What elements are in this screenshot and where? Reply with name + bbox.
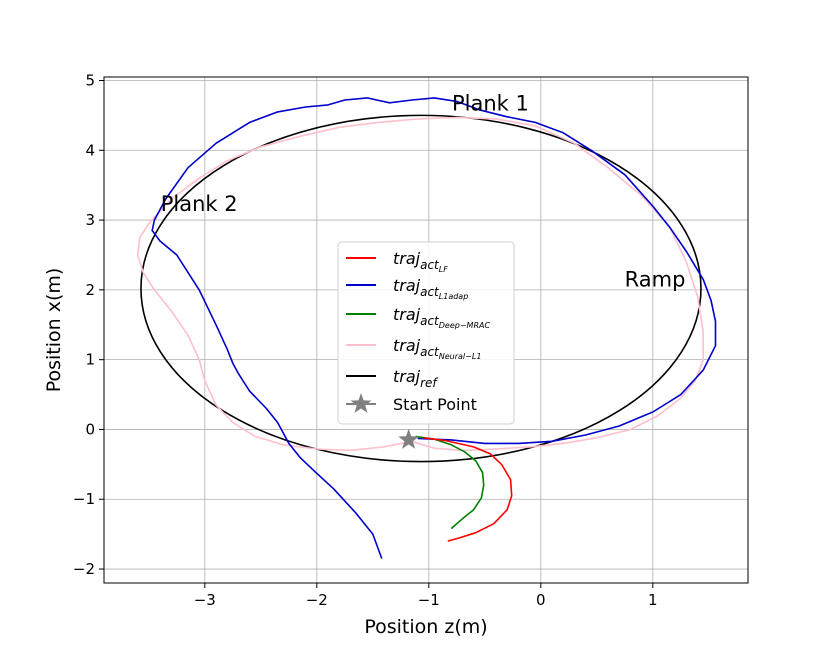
start-point-marker	[398, 428, 420, 449]
series-layer	[136, 97, 717, 559]
legend-entry-label: Start Point	[393, 395, 477, 414]
series-line-traj-act-deep-mrac	[415, 435, 485, 530]
grid-lines	[104, 77, 748, 583]
y-tick-label: 0	[85, 420, 95, 438]
x-tick-label: 0	[536, 591, 546, 609]
annotation-label: Plank 2	[161, 192, 238, 216]
plot-frame	[103, 76, 749, 584]
legend-entry-label: trajactL1adap	[393, 276, 468, 301]
annotation-label: Ramp	[625, 267, 686, 291]
series-line-traj-act-neural-l1	[136, 116, 705, 452]
legend-box	[337, 241, 515, 425]
axis-ticks: −3 −2 −1 0 1 −2 −1 0 1 2 3 4 5	[73, 71, 658, 609]
annotations: Plank 1 Plank 2 Ramp	[161, 92, 686, 292]
y-tick-label: 3	[85, 211, 95, 229]
legend-star-icon	[350, 393, 372, 413]
x-tick-label: −2	[306, 591, 328, 609]
series-line-traj-act-l1adap	[151, 97, 717, 559]
y-tick-label: 2	[85, 281, 95, 299]
y-axis-label: Position x(m)	[43, 268, 65, 393]
x-tick-label: −3	[194, 591, 216, 609]
annotation-label: Plank 1	[452, 92, 529, 116]
legend-entry-label: trajref	[393, 367, 438, 390]
legend-entry-label: trajactNeural−L1	[393, 336, 481, 361]
x-tick-label: 1	[648, 591, 658, 609]
legend-entry-label: trajactDeep−MRAC	[393, 305, 490, 330]
x-axis-label: Position z(m)	[364, 616, 487, 638]
legend-entry-label: trajactLF	[393, 249, 448, 274]
x-tick-label: −1	[418, 591, 440, 609]
series-line-ref	[140, 114, 702, 463]
y-tick-label: 1	[85, 351, 95, 369]
y-tick-label: 5	[85, 71, 95, 89]
y-tick-label: −2	[73, 560, 95, 578]
series-line-traj-act-lf	[423, 437, 513, 542]
y-tick-label: 4	[85, 141, 95, 159]
y-tick-label: −1	[73, 490, 95, 508]
